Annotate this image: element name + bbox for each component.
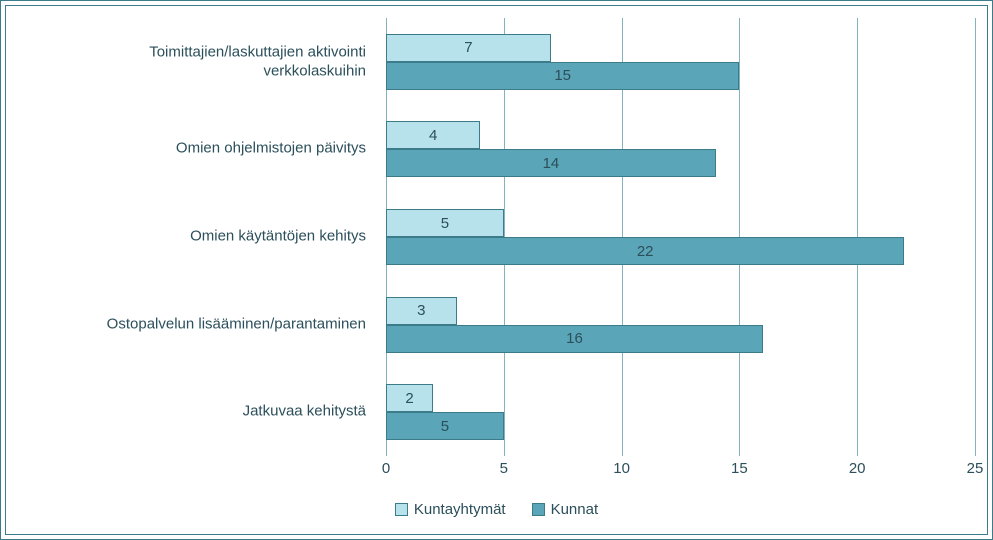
bar-value-label: 5: [441, 418, 449, 435]
bar-value-label: 3: [417, 302, 425, 319]
category-label: Omien käytäntöjen kehitys: [11, 228, 366, 247]
plot-area: 7 15 4 14 5 22 3 16 2 5: [386, 18, 975, 456]
x-axis: 0510152025: [386, 456, 975, 480]
gridline: [975, 18, 976, 456]
bar-kuntayhtymat: 5: [386, 209, 504, 237]
bar-kunnat: 16: [386, 325, 763, 353]
bar-value-label: 15: [554, 67, 571, 84]
legend: Kuntayhtymät Kunnat: [6, 494, 987, 524]
category-label: Toimittajien/laskuttajien aktivointiverk…: [11, 43, 366, 81]
chart-inner-frame: Toimittajien/laskuttajien aktivointiverk…: [5, 5, 988, 535]
legend-swatch-icon: [395, 503, 408, 516]
bar-kunnat: 14: [386, 149, 716, 177]
bar-kuntayhtymat: 3: [386, 297, 457, 325]
x-tick-label: 0: [382, 460, 390, 477]
legend-label: Kunnat: [551, 501, 599, 518]
x-tick-label: 10: [613, 460, 630, 477]
bar-value-label: 22: [637, 243, 654, 260]
bar-value-label: 2: [405, 390, 413, 407]
chart-outer-frame: Toimittajien/laskuttajien aktivointiverk…: [0, 0, 993, 540]
x-tick-label: 5: [500, 460, 508, 477]
x-tick-label: 15: [731, 460, 748, 477]
bar-value-label: 7: [464, 39, 472, 56]
x-tick-label: 25: [967, 460, 984, 477]
x-tick-label: 20: [849, 460, 866, 477]
legend-swatch-icon: [532, 503, 545, 516]
category-label: Omien ohjelmistojen päivitys: [11, 140, 366, 159]
bar-kunnat: 5: [386, 412, 504, 440]
bar-value-label: 4: [429, 127, 437, 144]
legend-label: Kuntayhtymät: [414, 501, 506, 518]
bar-kunnat: 15: [386, 62, 739, 90]
legend-item-kunnat: Kunnat: [532, 501, 599, 518]
bar-kunnat: 22: [386, 237, 904, 265]
legend-item-kuntayhtymat: Kuntayhtymät: [395, 501, 506, 518]
y-axis-labels: Toimittajien/laskuttajien aktivointiverk…: [6, 18, 376, 456]
bar-value-label: 5: [441, 215, 449, 232]
bar-kuntayhtymat: 4: [386, 121, 480, 149]
bar-kuntayhtymat: 2: [386, 384, 433, 412]
category-label: Jatkuvaa kehitystä: [11, 403, 366, 422]
bar-value-label: 14: [543, 155, 560, 172]
bar-kuntayhtymat: 7: [386, 34, 551, 62]
bar-value-label: 16: [566, 330, 583, 347]
category-label: Ostopalvelun lisääminen/parantaminen: [11, 315, 366, 334]
